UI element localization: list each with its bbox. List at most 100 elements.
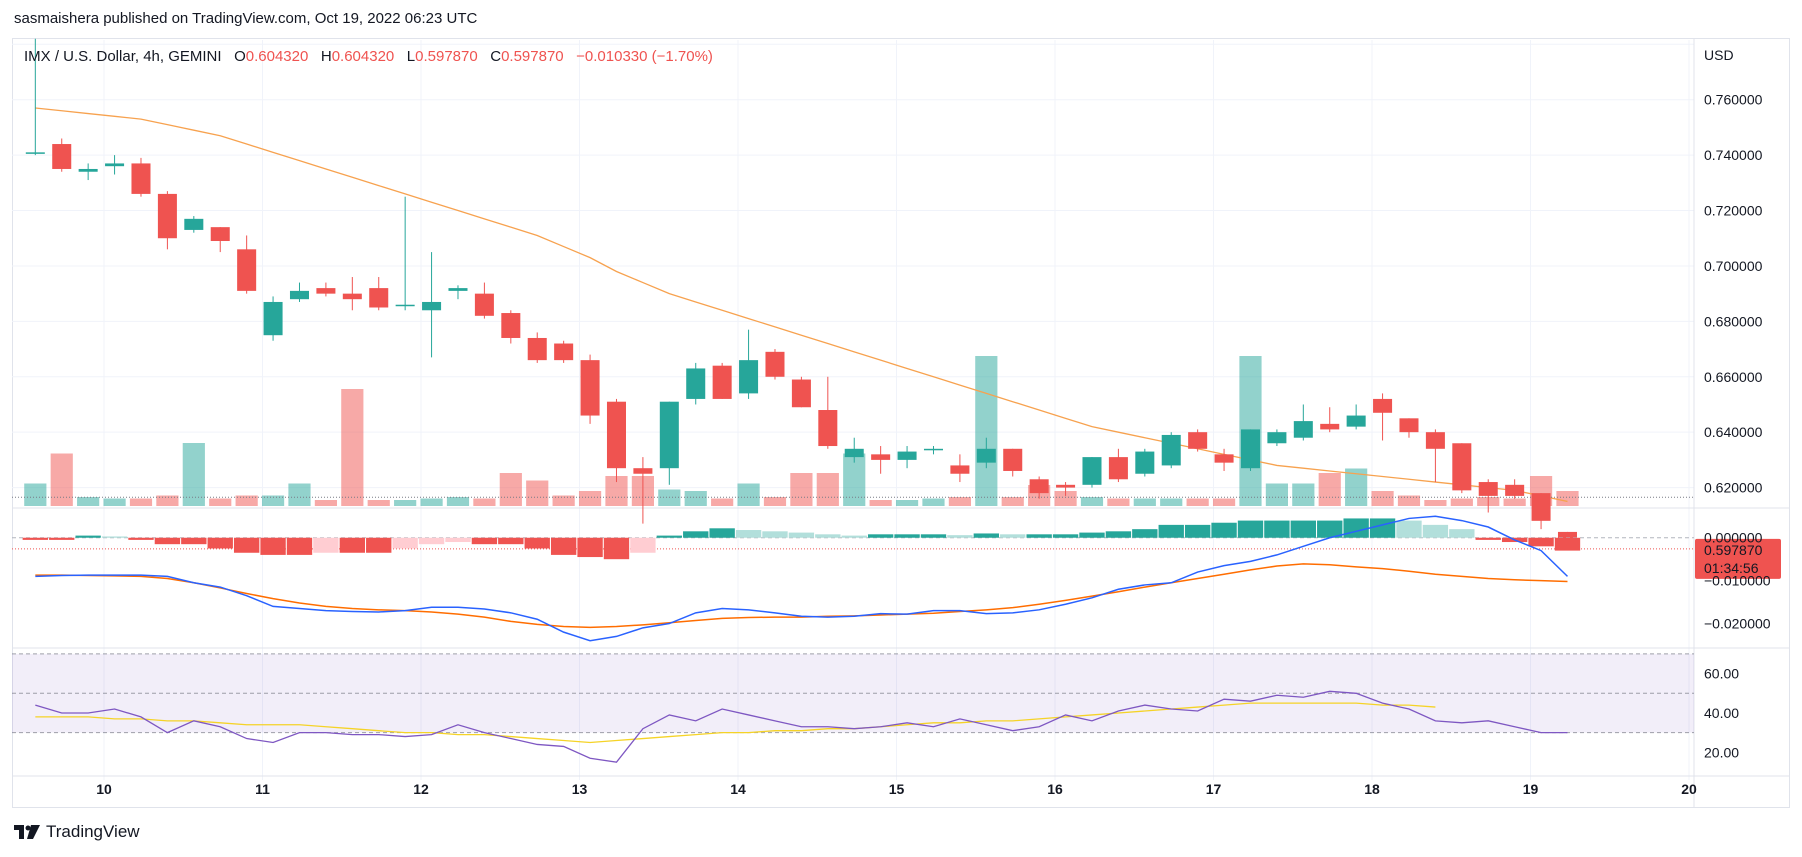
macd-histogram-bar [920, 534, 947, 538]
candle-body [976, 448, 996, 463]
candle-body [818, 410, 838, 447]
candle-body [659, 401, 679, 469]
legend-low: 0.597870 [415, 48, 478, 65]
price-tick-label: 0.700000 [1704, 258, 1763, 274]
candle-body [1161, 434, 1181, 466]
time-tick-label: 18 [1364, 781, 1380, 797]
macd-histogram-bar [947, 535, 973, 538]
legend-open: 0.604320 [245, 48, 309, 65]
macd-histogram-bar [286, 537, 313, 555]
volume-bar [1001, 497, 1024, 506]
volume-bar [1371, 491, 1394, 506]
chart-frame[interactable] [12, 38, 1790, 808]
volume-bar [526, 480, 549, 506]
macd-line [35, 515, 1569, 642]
macd-histogram-bar [867, 534, 894, 538]
macd-histogram-bar [1369, 518, 1396, 538]
volume-bar [737, 483, 760, 506]
macd-histogram-bar [1422, 524, 1449, 538]
macd-histogram-bar [1554, 537, 1581, 551]
macd-histogram-bar [207, 537, 233, 549]
volume-bar [446, 497, 470, 506]
candle-body [950, 465, 970, 474]
volume-bar [1265, 483, 1288, 506]
macd-histogram-bar [603, 537, 630, 560]
price-tick-label: 0.620000 [1704, 480, 1763, 496]
candle-body [184, 218, 204, 230]
legend-symbol: IMX / U.S. Dollar, 4h, GEMINI [24, 48, 222, 65]
candle-body [1029, 479, 1049, 494]
candle-body [263, 301, 283, 336]
volume-bar [1186, 498, 1209, 506]
tradingview-logo[interactable]: TradingView [14, 822, 140, 842]
macd-tick-label: −0.010000 [1704, 573, 1771, 589]
time-tick-label: 16 [1047, 781, 1063, 797]
volume-bar [473, 498, 496, 506]
candle-body [686, 368, 706, 399]
macd-tick-label: 0.000000 [1704, 530, 1763, 546]
volume-bar [1397, 495, 1421, 506]
candle-body [131, 163, 151, 194]
last-price-label: 0.597870 [1704, 542, 1763, 558]
candle-body [25, 152, 45, 154]
candle-body [897, 451, 917, 460]
volume-bar [1133, 498, 1156, 506]
candle-body [1478, 482, 1498, 496]
macd-histogram-bar [683, 531, 709, 538]
macd-histogram-bar [1290, 520, 1316, 538]
candle-body [237, 249, 257, 291]
price-tick-label: 0.680000 [1704, 313, 1763, 329]
macd-histogram-bar [1211, 522, 1237, 538]
price-tick-label: 0.720000 [1704, 203, 1763, 219]
candle-body [712, 365, 732, 399]
macd-histogram-bar [1343, 518, 1369, 538]
time-tick-label: 20 [1681, 781, 1697, 797]
macd-histogram-bar [577, 537, 603, 558]
volume-bar [50, 453, 73, 506]
volume-bar [1054, 491, 1077, 506]
candle-body [1373, 398, 1393, 413]
candle-body [157, 193, 177, 239]
price-tick-label: 0.660000 [1704, 369, 1763, 385]
volume-bar [261, 495, 285, 506]
volume-bar [341, 389, 364, 506]
candle-body [871, 454, 891, 460]
volume-bar [895, 500, 919, 506]
macd-histogram-bar [418, 537, 445, 545]
candle-body [474, 293, 494, 316]
candle-body [1240, 429, 1260, 469]
candle-body [1399, 418, 1419, 433]
macd-histogram-bar [1079, 532, 1105, 538]
macd-histogram-bar [1026, 534, 1052, 538]
volume-bar [1503, 498, 1526, 506]
tradingview-logo-icon [14, 825, 40, 839]
candle-body [527, 337, 547, 361]
macd-histogram-bar [366, 537, 392, 553]
macd-histogram-bar [973, 533, 999, 538]
candle-body [52, 144, 72, 169]
macd-histogram-bar [128, 537, 154, 540]
candle-body [791, 379, 811, 408]
volume-bar [869, 500, 892, 506]
macd-histogram-bar [1317, 520, 1343, 538]
candle-body [1425, 432, 1445, 449]
macd-histogram-bar [1052, 534, 1079, 538]
macd-histogram-bar [471, 537, 498, 545]
macd-histogram-bar [1264, 520, 1290, 538]
macd-histogram-bar [181, 537, 207, 545]
macd-histogram-bar [260, 537, 286, 555]
rsi-tick-label: 20.00 [1704, 744, 1739, 760]
volume-bar [1212, 498, 1236, 506]
volume-bar [1424, 500, 1447, 506]
macd-histogram-bar [841, 535, 867, 538]
candle-body [1320, 423, 1340, 430]
volume-bar [684, 491, 707, 506]
volume-bar [314, 500, 337, 506]
price-tick-label: 0.640000 [1704, 424, 1763, 440]
candle-body [289, 290, 309, 300]
candle-body [554, 343, 574, 361]
volume-bar [1292, 483, 1315, 506]
time-tick-label: 19 [1523, 781, 1539, 797]
candle-body [210, 227, 230, 242]
